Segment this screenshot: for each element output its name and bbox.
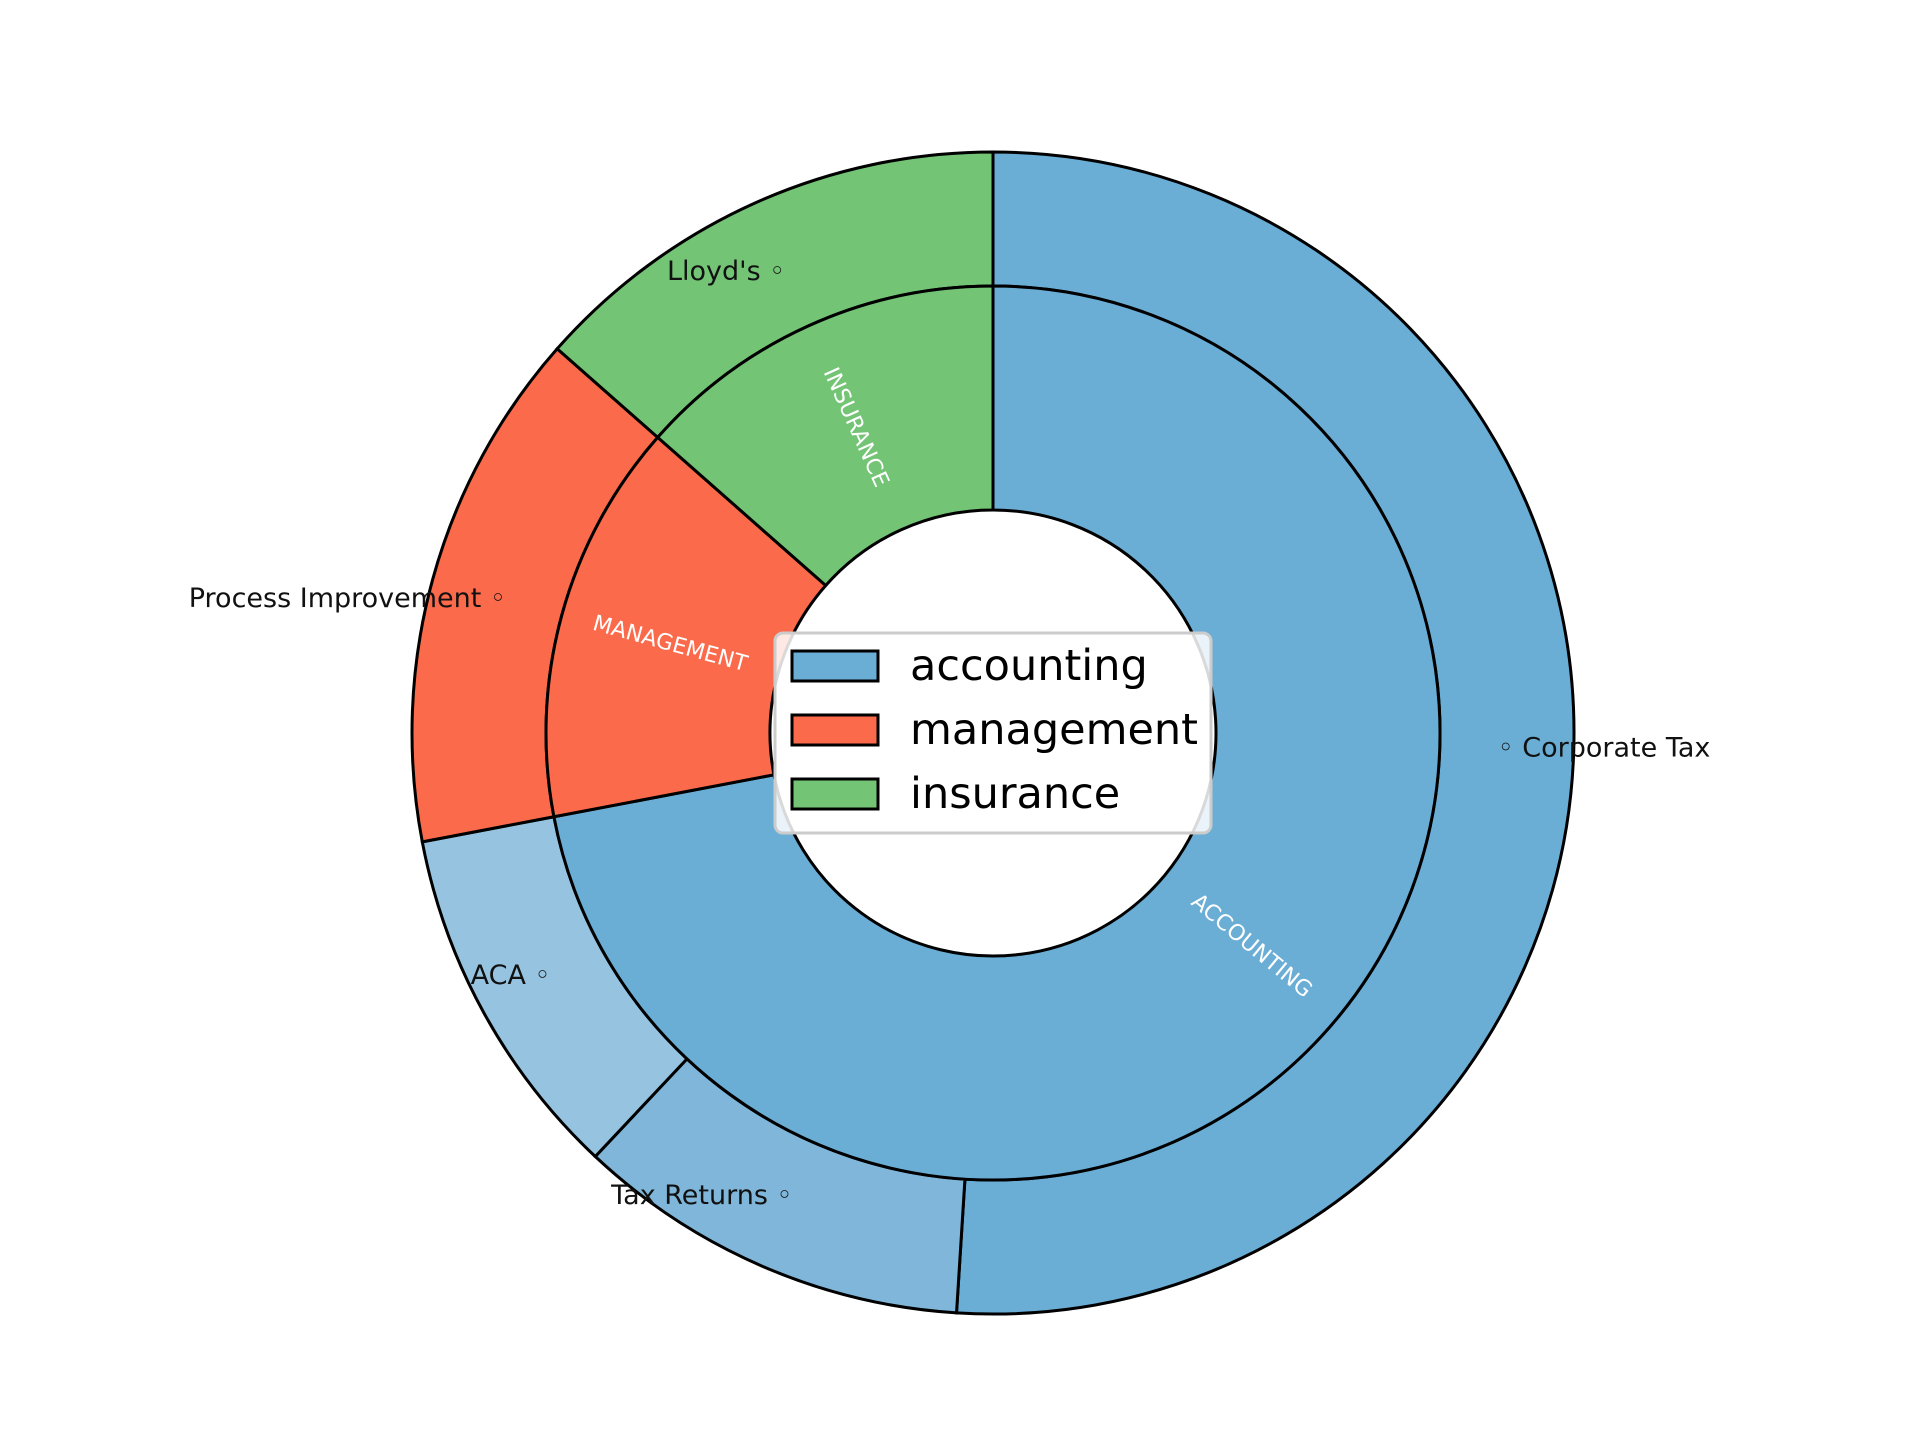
inner-wedge-insurance — [655, 284, 995, 588]
legend-entry-accounting: accounting — [790, 641, 1148, 691]
legend-box — [773, 631, 1213, 835]
legend-label-accounting: accounting — [910, 641, 1148, 691]
outer-label-aca: ACA ◦ — [471, 960, 551, 991]
outer-label-corporate-tax: ◦ Corporate Tax — [1498, 732, 1711, 763]
outer-label-lloyd-s: Lloyd's ◦ — [667, 256, 785, 287]
outer-labels: ◦ Corporate Tax Tax Returns ◦ ACA ◦ Process… — [189, 256, 1711, 1211]
legend-swatch-insurance — [790, 777, 880, 811]
outer-label-process-improvement: Process Improvement ◦ — [189, 583, 506, 614]
legend: accounting management insurance — [773, 631, 1213, 835]
outer-label-tax-returns: Tax Returns ◦ — [610, 1180, 792, 1211]
legend-label-insurance: insurance — [910, 769, 1120, 819]
legend-swatch-management — [790, 713, 880, 747]
inner-wedge-management — [544, 435, 828, 819]
outer-ring — [410, 150, 1576, 1316]
inner-ring — [544, 284, 1442, 1182]
legend-label-management: management — [910, 705, 1198, 755]
legend-swatch-accounting — [790, 649, 880, 683]
legend-entry-management: management — [790, 705, 1198, 755]
legend-entry-insurance: insurance — [790, 769, 1120, 819]
